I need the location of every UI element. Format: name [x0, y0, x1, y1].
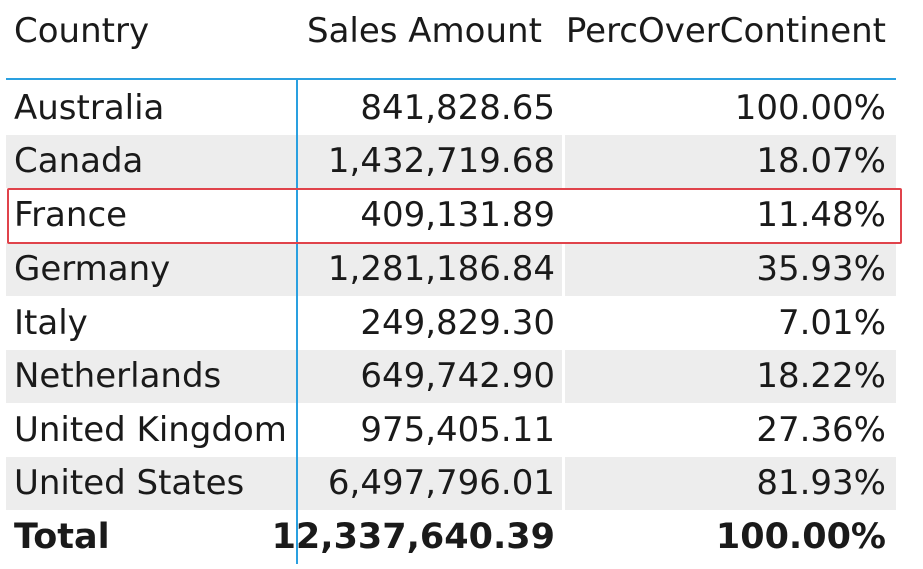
total-label: Total [14, 517, 110, 557]
sales-amount-cell: 1,432,719.68 [327, 141, 555, 181]
table-row[interactable]: Germany 1,281,186.84 35.93% [0, 243, 923, 296]
total-row: Total 12,337,640.39 100.00% [0, 511, 923, 564]
country-cell: Germany [14, 249, 171, 289]
table-row[interactable]: Australia 841,828.65 100.00% [0, 82, 923, 135]
country-cell: Canada [14, 141, 144, 181]
sales-amount-cell: 841,828.65 [360, 88, 555, 128]
table-row[interactable]: United States 6,497,796.01 81.93% [0, 457, 923, 510]
header-divider [6, 78, 896, 80]
selected-row-highlight [7, 188, 902, 244]
perc-cell: 35.93% [756, 249, 886, 289]
country-cell: France [14, 195, 128, 235]
perc-cell: 27.36% [756, 410, 886, 450]
total-sales-amount: 12,337,640.39 [271, 517, 555, 557]
table-row[interactable]: Italy 249,829.30 7.01% [0, 297, 923, 350]
perc-cell: 18.07% [756, 141, 886, 181]
table-row[interactable]: Netherlands 649,742.90 18.22% [0, 350, 923, 403]
sales-amount-cell: 975,405.11 [360, 410, 555, 450]
sales-amount-cell: 649,742.90 [360, 356, 555, 396]
sales-amount-cell: 1,281,186.84 [327, 249, 555, 289]
column-header-perc-over-continent[interactable]: PercOverContinent [565, 11, 886, 51]
country-cell: United Kingdom [14, 410, 287, 450]
country-cell: Italy [14, 303, 88, 343]
perc-cell: 100.00% [734, 88, 886, 128]
total-perc: 100.00% [715, 517, 886, 557]
sales-amount-cell: 409,131.89 [360, 195, 555, 235]
country-cell: Australia [14, 88, 165, 128]
row-header-divider [296, 80, 298, 564]
table-row[interactable]: United Kingdom 975,405.11 27.36% [0, 404, 923, 457]
column-header-sales-amount[interactable]: Sales Amount [307, 11, 542, 51]
table-row[interactable]: Canada 1,432,719.68 18.07% [0, 135, 923, 188]
perc-cell: 18.22% [756, 356, 886, 396]
column-header-country[interactable]: Country [14, 11, 150, 51]
perc-cell: 81.93% [756, 463, 886, 503]
country-cell: United States [14, 463, 245, 503]
table-row[interactable]: France 409,131.89 11.48% [0, 189, 923, 242]
perc-cell: 7.01% [777, 303, 886, 343]
sales-amount-cell: 249,829.30 [360, 303, 555, 343]
country-cell: Netherlands [14, 356, 222, 396]
sales-amount-cell: 6,497,796.01 [327, 463, 555, 503]
perc-cell: 11.48% [756, 195, 886, 235]
